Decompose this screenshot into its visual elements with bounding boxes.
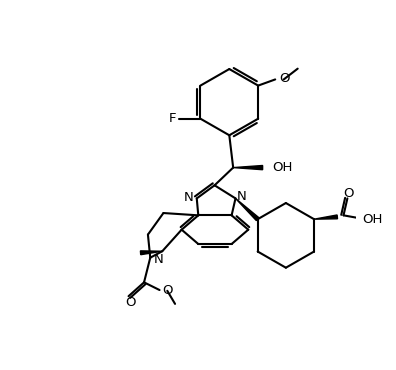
Text: N: N bbox=[153, 253, 163, 266]
Text: O: O bbox=[125, 296, 135, 309]
Polygon shape bbox=[314, 215, 337, 219]
Text: O: O bbox=[162, 284, 172, 297]
Text: F: F bbox=[169, 112, 176, 125]
Text: O: O bbox=[344, 186, 354, 199]
Text: N: N bbox=[237, 190, 247, 204]
Polygon shape bbox=[233, 165, 263, 170]
Text: OH: OH bbox=[362, 213, 383, 226]
Text: N: N bbox=[184, 191, 194, 204]
Polygon shape bbox=[141, 251, 162, 255]
Text: OH: OH bbox=[272, 161, 292, 174]
Polygon shape bbox=[236, 198, 259, 221]
Text: O: O bbox=[279, 72, 289, 85]
